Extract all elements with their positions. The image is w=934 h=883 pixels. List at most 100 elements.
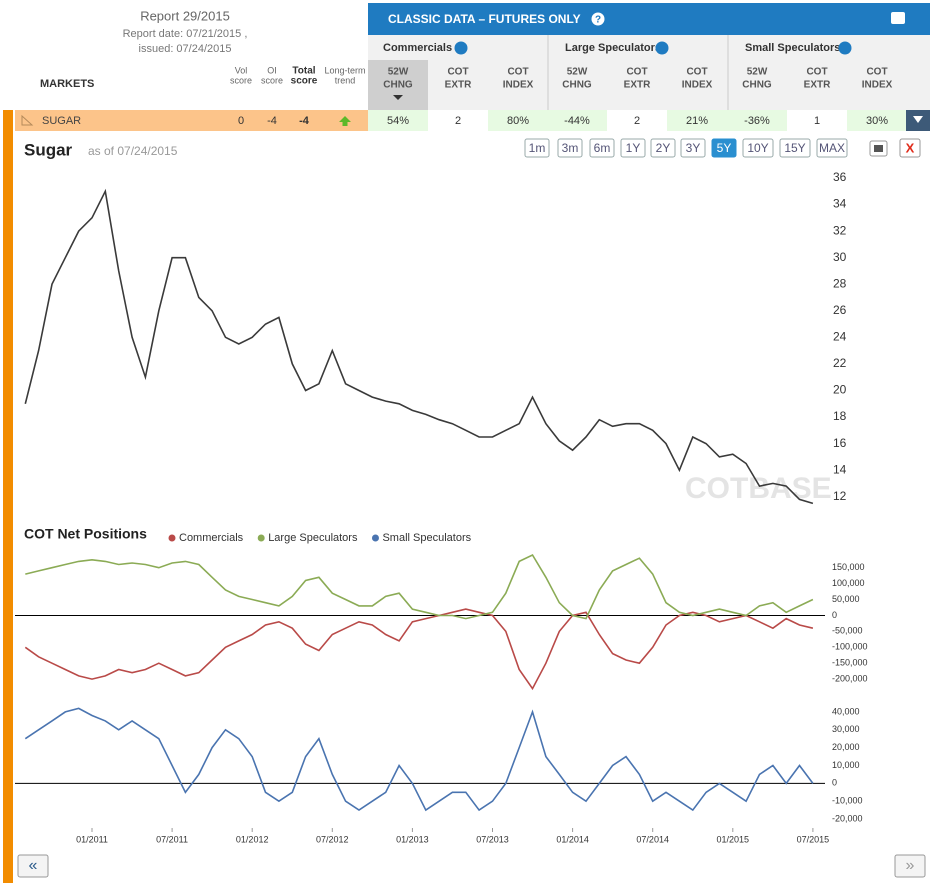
column-header: score	[291, 76, 318, 87]
range-button[interactable]	[650, 138, 676, 158]
cell-value: 21%	[686, 115, 708, 127]
y-tick-label: 20	[833, 383, 847, 397]
help-icon[interactable]	[591, 12, 605, 26]
score: -4	[267, 115, 277, 127]
cell-value: -44%	[564, 115, 590, 127]
subcolumn-header: 52W	[567, 67, 588, 78]
subcolumn-header: CHNG	[383, 80, 413, 91]
group-header: Commercials	[383, 42, 452, 54]
y-tick-label: 26	[833, 303, 847, 317]
y-tick-label: -20,000	[832, 813, 863, 823]
y-tick-label: 28	[833, 276, 847, 290]
subcolumn-header: CHNG	[742, 80, 772, 91]
cell-bg	[667, 110, 727, 131]
column-header: trend	[335, 75, 356, 85]
score: -4	[299, 115, 310, 127]
markets-header: MARKETS	[40, 78, 94, 90]
subcolumn-header: EXTR	[624, 80, 651, 91]
help-glyph: ?	[595, 15, 601, 26]
subcolumn-header: EXTR	[804, 80, 831, 91]
chart-title: Sugar	[24, 140, 73, 159]
cell-bg	[787, 110, 847, 131]
y-tick-label: 24	[833, 330, 847, 344]
row-bg	[15, 110, 368, 131]
subcolumn-header: COT	[447, 67, 468, 78]
cell-value: 54%	[387, 115, 409, 127]
print-icon[interactable]	[891, 12, 905, 24]
range-button[interactable]	[557, 138, 583, 158]
subcolumn-header: INDEX	[862, 80, 893, 91]
y-tick-label: 18	[833, 409, 847, 423]
range-button[interactable]	[589, 138, 615, 158]
y-tick-label: -10,000	[832, 796, 863, 806]
trend-arrow	[339, 116, 351, 126]
score: 0	[238, 115, 244, 127]
report-issued: issued: 07/24/2015	[139, 43, 232, 55]
cell-value: 1	[814, 115, 820, 127]
range-button[interactable]	[680, 138, 706, 158]
column-header: score	[230, 75, 252, 85]
y-tick-label: 150,000	[832, 562, 865, 572]
range-button[interactable]	[779, 138, 811, 158]
cell-bg	[428, 110, 488, 131]
sorted-column	[368, 60, 428, 110]
cell-value: 80%	[507, 115, 529, 127]
range-label: 6m	[594, 141, 611, 155]
y-tick-label: 100,000	[832, 578, 865, 588]
range-button[interactable]	[620, 138, 646, 158]
y-tick-label: 20,000	[832, 742, 860, 752]
x-tick-label: 07/2015	[797, 834, 830, 844]
close-button[interactable]	[899, 138, 921, 158]
range-label: 1Y	[626, 141, 641, 155]
subcolumn-header: INDEX	[503, 80, 534, 91]
close-glyph: X	[906, 140, 915, 155]
banner-title: CLASSIC DATA – FUTURES ONLY	[388, 12, 581, 26]
nav-button[interactable]	[894, 854, 926, 878]
banner	[368, 3, 930, 35]
cell-value: 30%	[866, 115, 888, 127]
help-icon[interactable]	[838, 41, 852, 55]
cell-bg	[488, 110, 548, 131]
nav-button[interactable]	[17, 854, 49, 878]
legend-swatch	[168, 534, 176, 542]
y-tick-label: 16	[833, 436, 847, 450]
cell-value: -36%	[744, 115, 770, 127]
subcolumn-header: COT	[626, 67, 647, 78]
range-label: MAX	[819, 141, 845, 155]
subcolumn-header: CHNG	[562, 80, 592, 91]
legend-swatch	[371, 534, 379, 542]
y-tick-label: 30	[833, 250, 847, 264]
subcolumn-header: COT	[866, 67, 887, 78]
y-tick-label: -200,000	[832, 673, 868, 683]
range-button[interactable]	[816, 138, 848, 158]
range-label: 10Y	[747, 141, 768, 155]
range-label: 3Y	[686, 141, 701, 155]
market-icon	[21, 114, 34, 126]
cell-bg	[368, 110, 428, 131]
group-header: Small Speculators	[745, 42, 840, 54]
market-name: SUGAR	[42, 115, 81, 127]
range-button[interactable]	[742, 138, 774, 158]
range-button[interactable]	[524, 138, 550, 158]
series-line	[24, 707, 814, 812]
nav-label: »	[906, 857, 915, 874]
cell-bg	[847, 110, 906, 131]
help-icon[interactable]	[454, 41, 468, 55]
y-tick-label: -100,000	[832, 642, 868, 652]
y-tick-label: 36	[833, 170, 847, 184]
y-tick-label: -150,000	[832, 658, 868, 668]
x-tick-label: 01/2013	[396, 834, 429, 844]
column-header: Vol	[235, 65, 248, 75]
subcolumn-header: 52W	[388, 67, 409, 78]
column-header: Long-term	[324, 65, 365, 75]
y-tick-label: 50,000	[832, 594, 860, 604]
series-line	[25, 553, 814, 620]
y-tick-label: 14	[833, 462, 847, 476]
help-icon[interactable]	[655, 41, 669, 55]
range-button[interactable]	[711, 138, 737, 158]
cell-bg	[607, 110, 667, 131]
range-label: 1m	[529, 141, 546, 155]
subcolumn-header: EXTR	[445, 80, 472, 91]
series-line	[24, 608, 814, 691]
